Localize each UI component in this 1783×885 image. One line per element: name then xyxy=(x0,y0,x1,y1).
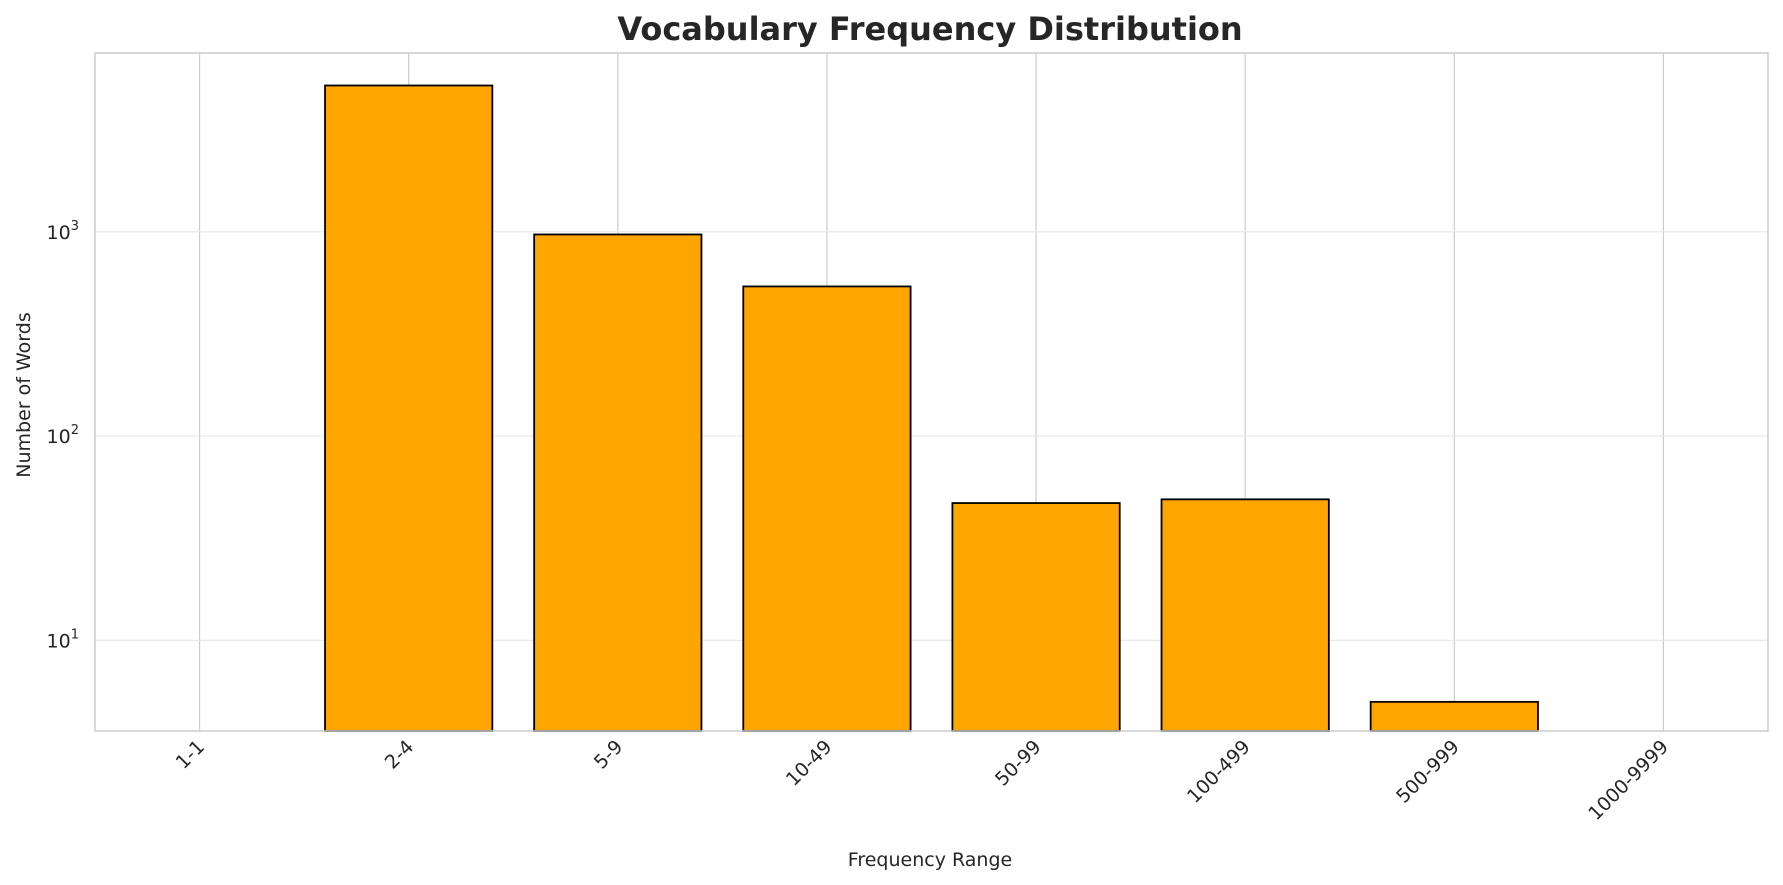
x-axis-ticks: 1-1 2-4 5-9 10-49 50-99 100-499 500-999 1000-99… xyxy=(172,736,1673,825)
bar-500-999 xyxy=(1369,700,1539,732)
y-tick-label: 101 xyxy=(47,627,79,652)
y-axis-label: Number of Words xyxy=(13,312,35,477)
bar-2-4 xyxy=(324,84,494,732)
x-tick-label: 10-49 xyxy=(782,736,837,791)
bar-5-9 xyxy=(533,233,703,732)
y-tick-base: 10 xyxy=(47,222,71,244)
bar-10-49 xyxy=(742,285,912,732)
bar-50-99 xyxy=(951,502,1121,732)
x-tick-label: 50-99 xyxy=(991,736,1046,791)
y-tick-exponent: 2 xyxy=(71,423,79,438)
y-tick-base: 10 xyxy=(47,426,71,448)
y-tick-label: 103 xyxy=(47,219,79,244)
y-tick-exponent: 3 xyxy=(71,219,79,234)
plot-frame xyxy=(94,52,1769,732)
x-tick-label: 500-999 xyxy=(1392,736,1464,808)
x-tick-label: 100-499 xyxy=(1183,736,1255,808)
x-tick-label: 2-4 xyxy=(381,736,419,774)
y-tick-exponent: 1 xyxy=(71,627,79,642)
y-tick-label: 102 xyxy=(47,423,79,448)
y-tick-base: 10 xyxy=(47,630,71,652)
x-tick-label: 1000-9999 xyxy=(1584,736,1673,825)
chart-title: Vocabulary Frequency Distribution xyxy=(617,10,1242,48)
x-tick-label: 1-1 xyxy=(172,736,210,774)
x-axis-label: Frequency Range xyxy=(848,849,1012,871)
x-tick-label: 5-9 xyxy=(590,736,628,774)
bar-100-499 xyxy=(1160,498,1330,732)
bars xyxy=(324,84,1539,732)
